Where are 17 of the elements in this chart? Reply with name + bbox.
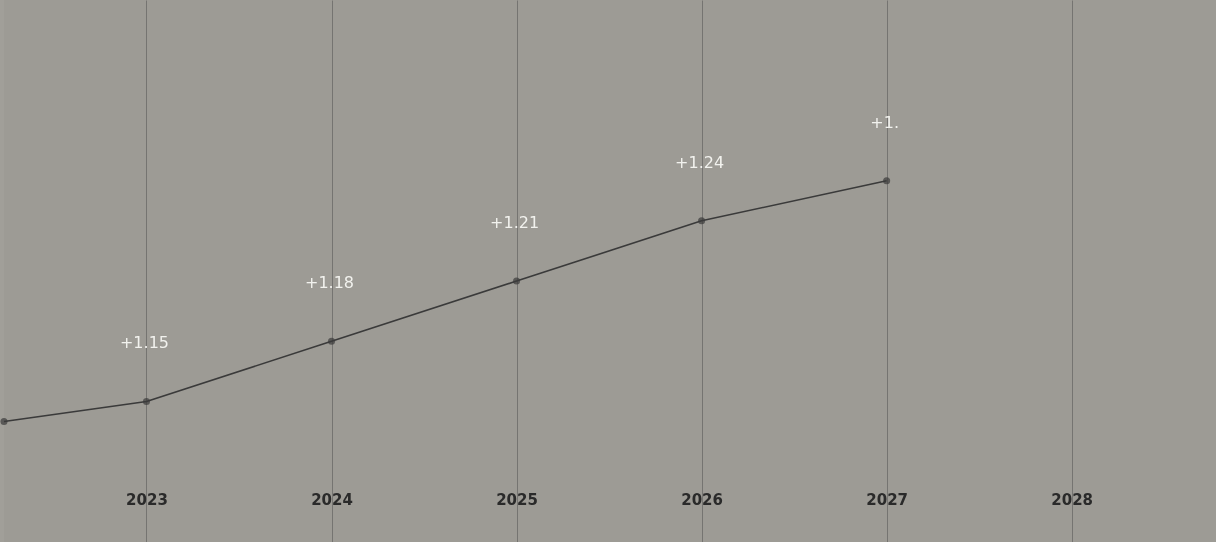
data-label: +1.21 (490, 213, 540, 233)
data-label: +1.24 (675, 152, 725, 172)
x-tick-label: 2023 (126, 490, 168, 509)
x-tick-label: 2025 (496, 490, 538, 509)
x-tick-label: 2028 (1051, 490, 1094, 509)
data-label: +1. (870, 112, 899, 132)
x-tick-label: 2024 (311, 490, 353, 509)
x-tick-label: 2026 (681, 490, 723, 509)
point (698, 217, 706, 225)
point (883, 177, 891, 185)
point (327, 337, 336, 345)
point (142, 397, 151, 406)
data-label: +1.18 (305, 273, 355, 293)
point (0, 418, 8, 426)
point (513, 277, 521, 285)
data-label: +1.15 (119, 333, 169, 353)
x-tick-label: 2027 (866, 490, 909, 509)
